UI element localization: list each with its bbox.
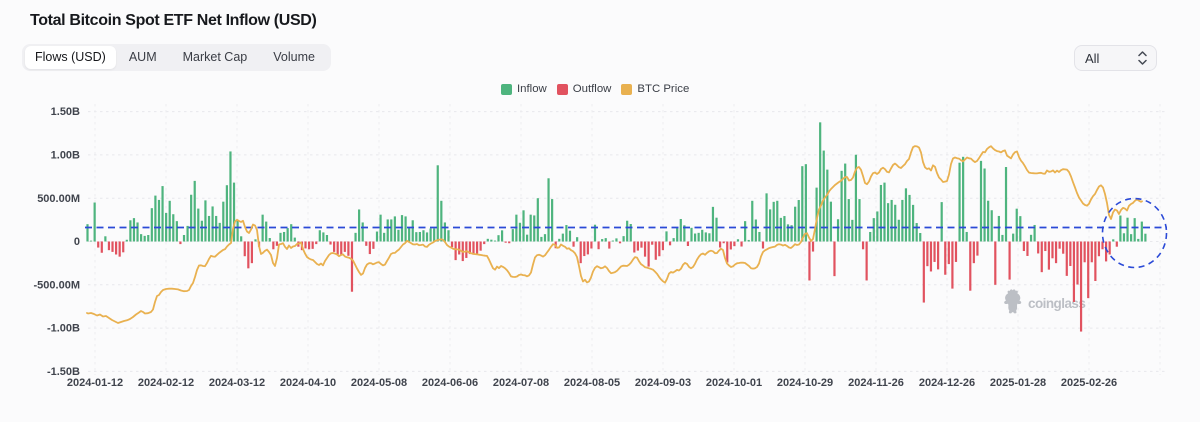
svg-text:2024-10-29: 2024-10-29: [777, 377, 833, 389]
svg-text:2024-02-12: 2024-02-12: [138, 377, 194, 389]
svg-text:2024-09-03: 2024-09-03: [635, 377, 691, 389]
svg-text:0: 0: [74, 236, 80, 248]
svg-text:2024-05-08: 2024-05-08: [351, 377, 407, 389]
svg-text:2024-10-01: 2024-10-01: [706, 377, 762, 389]
svg-text:2024-01-12: 2024-01-12: [67, 377, 123, 389]
svg-text:500.00M: 500.00M: [37, 193, 80, 205]
svg-text:1.00B: 1.00B: [51, 150, 80, 162]
svg-text:1.50B: 1.50B: [51, 106, 80, 118]
svg-text:2024-04-10: 2024-04-10: [280, 377, 336, 389]
svg-text:2025-01-28: 2025-01-28: [990, 377, 1046, 389]
svg-text:-1.50B: -1.50B: [47, 366, 80, 378]
svg-text:-500.00M: -500.00M: [34, 279, 80, 291]
svg-text:2025-02-26: 2025-02-26: [1061, 377, 1117, 389]
svg-text:2024-11-26: 2024-11-26: [848, 377, 904, 389]
svg-text:2024-12-26: 2024-12-26: [919, 377, 975, 389]
svg-text:2024-07-08: 2024-07-08: [493, 377, 549, 389]
svg-text:2024-03-12: 2024-03-12: [209, 377, 265, 389]
svg-text:2024-06-06: 2024-06-06: [422, 377, 478, 389]
svg-text:-1.00B: -1.00B: [47, 323, 80, 335]
svg-text:coinglass: coinglass: [1028, 296, 1085, 311]
svg-text:2024-08-05: 2024-08-05: [564, 377, 620, 389]
